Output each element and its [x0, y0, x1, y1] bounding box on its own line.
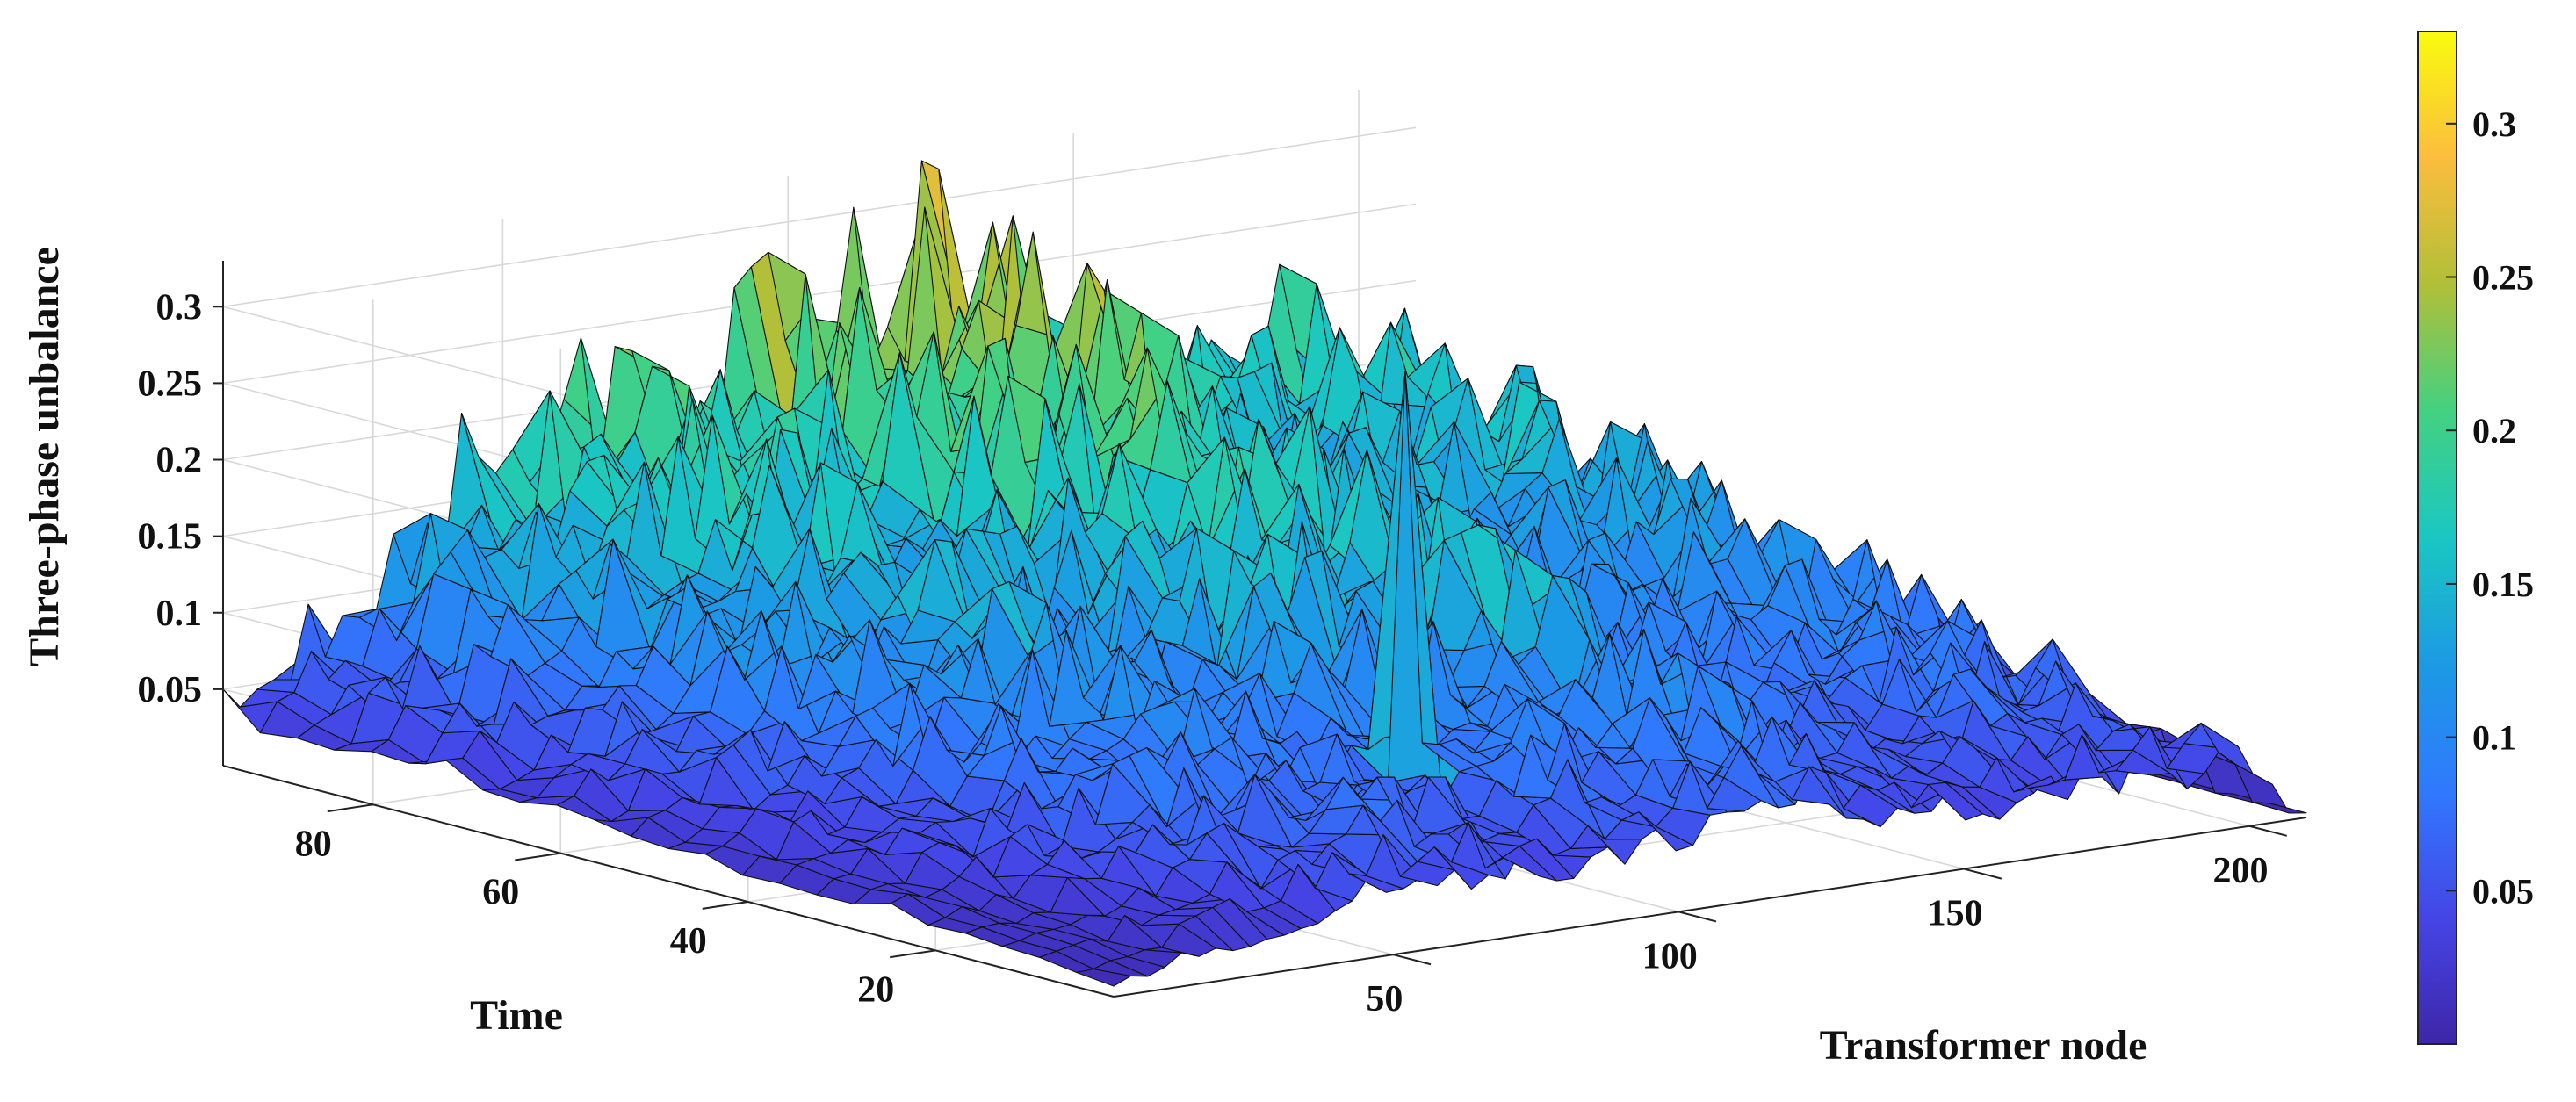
y-tick-mark — [515, 852, 561, 861]
x-tick-mark — [1393, 954, 1432, 966]
colorbar-tick-label: 0.25 — [2472, 258, 2534, 298]
x-tick-mark — [1963, 868, 2002, 880]
surface-mesh — [222, 160, 2307, 987]
x-tick-mark — [2248, 825, 2287, 837]
z-tick-label: 0.25 — [138, 364, 203, 404]
colorbar-tick-label: 0.2 — [2472, 411, 2516, 450]
colorbar-tick-label: 0.05 — [2472, 871, 2534, 911]
z-tick-label: 0.15 — [138, 517, 203, 558]
y-tick-mark — [327, 803, 373, 813]
y-tick-label: 40 — [670, 921, 707, 962]
x-tick-label: 50 — [1366, 979, 1403, 1019]
z-tick-label: 0.3 — [156, 287, 203, 328]
y-tick-label: 80 — [295, 824, 332, 864]
z-tick-label: 0.1 — [156, 594, 203, 634]
x-axis-label: Transformer node — [1820, 1022, 2147, 1069]
x-tick-label: 100 — [1642, 936, 1698, 976]
colorbar-gradient — [2417, 31, 2457, 1045]
x-axis-line — [1113, 817, 2307, 998]
y-tick-mark — [890, 949, 936, 959]
colorbar-tick-label: 0.3 — [2472, 104, 2516, 144]
colorbar: 0.05 0.1 0.15 0.2 0.25 0.3 — [2417, 31, 2534, 1045]
x-tick-label: 200 — [2213, 851, 2269, 891]
y-axis-label: Time — [470, 992, 563, 1039]
x-tick-label: 150 — [1928, 894, 1983, 934]
colorbar-tick-label: 0.15 — [2472, 565, 2534, 604]
y-tick-label: 20 — [857, 969, 894, 1010]
z-tick-label: 0.05 — [138, 670, 203, 710]
x-tick-mark — [1678, 911, 1717, 923]
axis-ticks: 50 100 150 200 20 40 60 80 0.05 0.1 0.15 0.2 0.25 0.3 — [138, 287, 2287, 1019]
colorbar-tick-label: 0.1 — [2472, 718, 2516, 758]
colorbar-ticks: 0.05 0.1 0.15 0.2 0.25 0.3 — [2446, 104, 2534, 911]
y-tick-mark — [702, 901, 748, 910]
z-tick-label: 0.2 — [156, 441, 203, 481]
z-axis-label: Three-phase unbalance — [21, 247, 68, 666]
y-tick-label: 60 — [482, 873, 519, 913]
surface-cell — [2251, 801, 2307, 814]
